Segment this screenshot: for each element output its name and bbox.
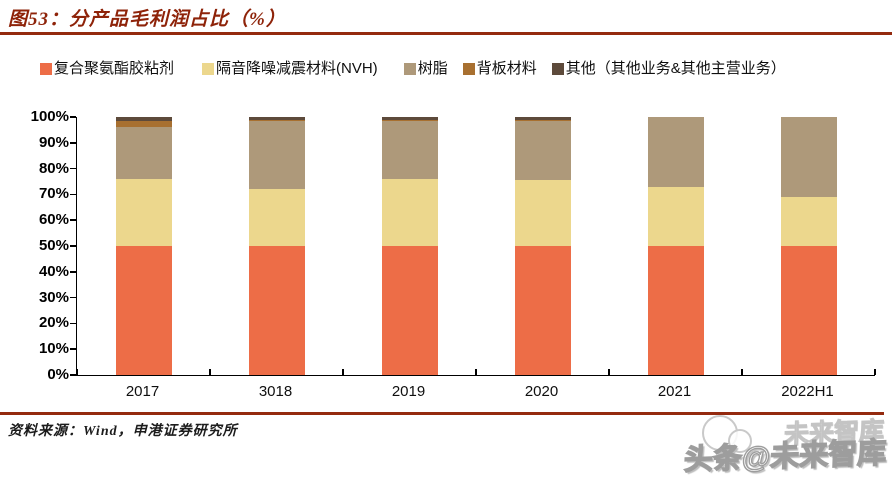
watermark-ghost-text: 未来智库 [783,417,885,450]
x-axis-label: 2020 [524,383,559,400]
bar-segment [514,119,571,121]
y-axis-tick [70,322,76,325]
x-axis-tick [874,369,876,375]
legend-item: 树脂 [403,59,448,79]
legend-label: 其他（其他业务&其他主营业务） [565,60,786,77]
watermark-logo-small-icon [728,429,752,453]
y-axis-label: 20% [38,314,69,332]
legend-label: 树脂 [417,60,448,77]
bar-segment [248,120,305,190]
legend-swatch-icon [40,63,52,75]
legend-item: 隔音降噪减震材料(NVH) [202,59,378,79]
chart-legend: 复合聚氨酯胶粘剂 隔音降噪减震材料(NVH) 树脂 背板材料 其他（其他业务&其他主营业… [40,59,786,79]
bar-segment [248,119,305,121]
bar-segment [381,246,438,375]
bar-segment [647,186,704,246]
bar-column [514,117,571,375]
y-axis-label: 70% [38,185,69,203]
bar-segment [647,117,704,187]
x-axis-labels: 2017 3018 2019 2020 2021 2022H1 [76,383,874,405]
bar-column [647,117,704,375]
legend-item: 其他（其他业务&其他主营业务） [551,59,786,79]
legend-item: 背板材料 [462,59,537,79]
watermark-logo-icon [702,415,738,451]
bar-segment [115,246,172,375]
figure-title: 图53：分产品毛利润占比（%） [8,9,286,30]
y-axis-label: 80% [38,159,69,177]
x-axis-tick [342,369,344,375]
legend-swatch-icon [202,63,215,75]
bar-segment [381,178,438,246]
y-axis-tick [70,116,76,118]
legend-swatch-icon [462,63,475,75]
bar-segment [248,117,305,120]
y-axis-label: 100% [30,108,69,125]
y-axis-tick [70,348,76,350]
x-axis-label: 2021 [657,383,692,400]
x-axis-label: 2019 [391,383,426,400]
bar-column [381,117,438,375]
y-axis-tick [70,296,76,299]
y-axis-label: 40% [38,262,69,280]
x-axis-tick [741,369,743,375]
bar-segment [115,127,172,179]
x-axis-tick [475,369,477,375]
bar-segment [514,180,571,246]
bar-segment [115,120,172,128]
bar-segment [514,120,571,181]
plot-area [70,116,876,376]
bar-segment [780,246,837,375]
y-axis-label: 30% [38,288,69,306]
bar-column [115,117,172,375]
source-note: 资料来源：Wind，申港证券研究所 [8,424,238,439]
y-axis-tick [70,271,76,273]
y-axis-tick [70,219,76,221]
x-axis-tick [608,369,610,375]
legend-label: 隔音降噪减震材料(NVH) [216,60,378,77]
bar-segment [514,246,571,375]
bar-segment [780,117,837,197]
bar-column [780,117,837,375]
y-axis-tick [70,245,76,247]
bar-segment [381,120,438,179]
bar-segment [647,246,704,375]
legend-label: 复合聚氨酯胶粘剂 [54,60,175,77]
y-axis-tick [70,193,76,196]
bar-column [248,117,305,375]
y-axis-label: 60% [38,211,69,229]
x-axis-label: 3018 [258,383,293,400]
bar-segment [514,117,571,120]
x-axis-tick [209,369,211,375]
y-axis-label: 10% [38,340,69,358]
bar-segment [115,178,172,246]
bar-segment [381,117,438,120]
y-axis-label: 90% [38,133,69,151]
watermark-main-text: 头条@未来智库 [682,437,887,478]
x-axis-tick [76,369,78,375]
x-axis-label: 2022H1 [781,383,834,400]
bar-segment [381,119,438,121]
legend-swatch-icon [403,63,416,75]
bar-segment [248,246,305,375]
y-axis-tick [70,142,76,144]
source-divider [0,412,884,415]
y-axis-tick [70,167,76,170]
y-axis-tick [70,374,76,376]
bar-segment [115,117,172,121]
chart-area: 2017 3018 2019 2020 2021 2022H1 0% 10% 20% 30% 40… [0,108,892,417]
legend-item: 复合聚氨酯胶粘剂 [40,59,174,79]
bar-segment [248,189,305,246]
y-axis-label: 0% [47,366,69,383]
bar-segment [780,196,837,246]
legend-swatch-icon [551,63,564,75]
watermark: 未来智库 头条@未来智库 [676,411,887,478]
legend-label: 背板材料 [476,60,537,77]
x-axis-label: 2017 [125,383,160,400]
title-divider [0,32,892,35]
y-axis-label: 50% [38,237,69,254]
